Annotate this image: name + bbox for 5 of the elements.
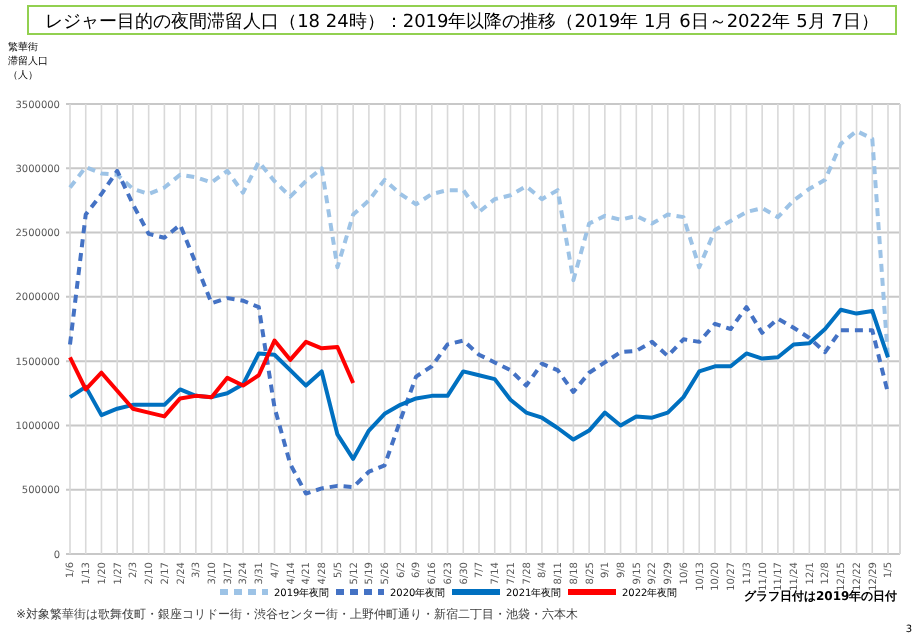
- line-series: [68, 168, 890, 496]
- line-series: [68, 307, 890, 461]
- line-series: [68, 338, 356, 419]
- chart-title: レジャー目的の夜間滞留人口（18 24時）：2019年以降の推移（2019年 1月 6日～2022年 5月 7日）: [45, 11, 879, 33]
- line-series: [68, 129, 890, 361]
